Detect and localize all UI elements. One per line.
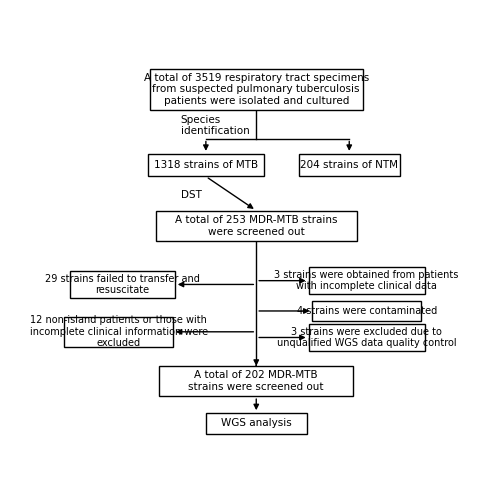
- Text: 3 strains were excluded due to
unqualified WGS data quality control: 3 strains were excluded due to unqualifi…: [277, 327, 456, 348]
- Text: Species
identification: Species identification: [180, 115, 250, 136]
- FancyBboxPatch shape: [206, 413, 306, 434]
- FancyBboxPatch shape: [308, 268, 425, 294]
- FancyBboxPatch shape: [312, 301, 421, 321]
- FancyBboxPatch shape: [70, 271, 175, 298]
- FancyBboxPatch shape: [299, 154, 400, 177]
- Text: 1318 strains of MTB: 1318 strains of MTB: [154, 160, 258, 170]
- FancyBboxPatch shape: [64, 317, 173, 347]
- Text: A total of 202 MDR-MTB
strains were screened out: A total of 202 MDR-MTB strains were scre…: [188, 370, 324, 392]
- FancyBboxPatch shape: [148, 154, 264, 177]
- Text: A total of 253 MDR-MTB strains
were screened out: A total of 253 MDR-MTB strains were scre…: [175, 215, 338, 237]
- Text: 4 strains were contaminated: 4 strains were contaminated: [296, 306, 437, 316]
- Text: 12 non-island patients or those with
incomplete clinical information were
exclud: 12 non-island patients or those with inc…: [30, 315, 208, 348]
- FancyBboxPatch shape: [150, 68, 363, 110]
- Text: WGS analysis: WGS analysis: [221, 419, 292, 429]
- Text: A total of 3519 respiratory tract specimens
from suspected pulmonary tuberculosi: A total of 3519 respiratory tract specim…: [144, 73, 369, 106]
- Text: 204 strains of NTM: 204 strains of NTM: [300, 160, 398, 170]
- FancyBboxPatch shape: [308, 324, 425, 351]
- FancyBboxPatch shape: [156, 211, 357, 241]
- Text: 3 strains were obtained from patients
with incomplete clinical data: 3 strains were obtained from patients wi…: [274, 270, 459, 291]
- Text: 29 strains failed to transfer and
resuscitate: 29 strains failed to transfer and resusc…: [45, 274, 200, 295]
- FancyBboxPatch shape: [160, 366, 353, 396]
- Text: DST: DST: [180, 190, 202, 200]
